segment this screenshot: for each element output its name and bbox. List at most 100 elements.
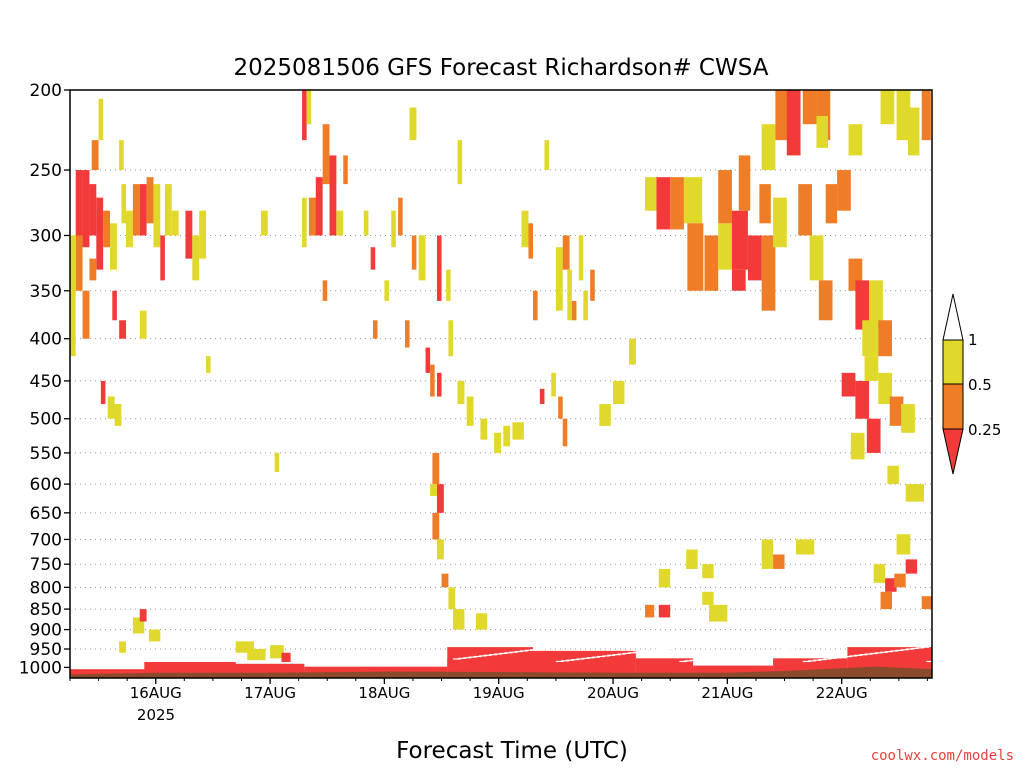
- ri-cell-red: [855, 380, 870, 419]
- ri-cell-yellow: [887, 465, 899, 485]
- ri-cell-yellow: [452, 609, 465, 630]
- colorbar-bottom-triangle: [942, 428, 964, 475]
- x-axis-year-label: 2025: [137, 706, 175, 724]
- ri-cell-yellow: [613, 380, 625, 405]
- ri-cell-yellow: [878, 372, 892, 405]
- credit-link[interactable]: coolwx.com/models: [871, 748, 1014, 764]
- plot-frame: [69, 89, 933, 679]
- ri-cell-yellow: [139, 310, 147, 339]
- chart-title: 2025081506 GFS Forecast Richardson# CWSA: [234, 55, 769, 81]
- ri-cell-yellow: [709, 604, 728, 622]
- ri-cell-red: [866, 418, 881, 453]
- ri-cell-red: [885, 578, 897, 592]
- ri-cell-red: [112, 290, 117, 321]
- ri-cell-yellow: [809, 235, 824, 281]
- ri-cell-yellow: [306, 90, 312, 125]
- ri-cell-orange: [773, 554, 785, 569]
- ri-cell-orange: [802, 90, 817, 125]
- ri-cell-yellow: [658, 568, 671, 588]
- ri-cell-red: [731, 210, 748, 270]
- ri-cell-orange: [645, 604, 655, 618]
- ri-cell-red: [747, 235, 762, 281]
- ri-cell-orange: [562, 235, 570, 270]
- ri-cell-orange: [798, 184, 812, 236]
- y-tick-label-800: 800: [30, 578, 62, 598]
- ri-cell-orange: [82, 290, 90, 339]
- ri-cell-yellow: [235, 641, 255, 653]
- ri-cell-yellow: [880, 90, 895, 125]
- ri-cell-red: [436, 235, 442, 301]
- ri-cell-red: [302, 90, 307, 141]
- ri-cell-red: [539, 388, 545, 405]
- surface-band: [70, 669, 156, 678]
- ri-cell-yellow: [816, 115, 828, 148]
- ri-cell-red: [96, 197, 104, 270]
- ri-cell-yellow: [199, 210, 207, 259]
- ri-cell-yellow: [70, 235, 76, 357]
- ri-cell-yellow: [391, 210, 396, 248]
- colorbar-tick-0.5: 0.5: [968, 376, 992, 394]
- ri-cell-yellow: [302, 197, 307, 248]
- ri-cell-yellow: [475, 613, 488, 630]
- ri-cell-yellow: [153, 184, 161, 248]
- ri-cell-orange: [759, 184, 771, 224]
- ri-cell-red: [100, 380, 106, 405]
- ri-cell-orange: [761, 235, 776, 311]
- ri-cell-yellow: [164, 184, 172, 236]
- ri-cell-orange: [343, 155, 348, 185]
- ri-cell-orange: [687, 223, 704, 291]
- ri-cell-red: [82, 170, 90, 248]
- ri-cell-orange: [308, 197, 319, 236]
- ri-cell-yellow: [107, 396, 115, 419]
- y-tick-label-850: 850: [30, 600, 62, 620]
- ri-cell-yellow: [683, 177, 703, 224]
- ri-cell-orange: [533, 290, 538, 321]
- ri-cell-yellow: [126, 210, 133, 248]
- ri-cell-yellow: [761, 539, 774, 569]
- colorbar-bin-orange: [942, 383, 964, 430]
- y-tick-label-900: 900: [30, 621, 62, 641]
- ri-cell-red: [329, 155, 337, 236]
- ri-cell-orange: [398, 197, 403, 236]
- ri-cell-orange: [837, 170, 851, 211]
- y-axis-ticks: 200 250 300 350 400 450 500 550 600 650 700 750 8008…: [19, 81, 70, 678]
- ri-cell-red: [370, 247, 376, 270]
- ri-cell-orange: [432, 512, 440, 540]
- ri-cell-orange: [878, 320, 892, 357]
- ri-cell-yellow: [521, 210, 529, 248]
- ri-cell-yellow: [494, 432, 501, 453]
- ri-cell-orange: [322, 124, 330, 185]
- ri-cell-yellow: [896, 90, 911, 141]
- ri-cell-orange: [825, 184, 838, 224]
- ri-cell-orange: [441, 573, 449, 588]
- ri-cell-yellow: [718, 223, 735, 270]
- ri-cell-yellow: [247, 648, 266, 661]
- ri-cell-yellow: [645, 177, 657, 211]
- ri-cell-yellow: [503, 425, 511, 447]
- ri-cell-orange: [590, 269, 595, 301]
- ri-cell-orange: [89, 258, 97, 281]
- x-tick-label-21AUG: 21AUG: [701, 684, 753, 702]
- ri-cell-yellow: [384, 280, 389, 301]
- y-tick-label-450: 450: [30, 372, 62, 392]
- ri-cell-yellow: [114, 404, 122, 426]
- ri-cell-red: [436, 372, 442, 397]
- ri-cell-yellow: [448, 587, 456, 610]
- ri-cell-yellow: [901, 404, 915, 433]
- x-axis-ticks: 16AUG 17AUG 18AUG 19AUG 20AUG 21AUG 22AUG: [69, 678, 928, 702]
- ri-cell-yellow: [436, 539, 444, 560]
- ri-cell-yellow: [363, 210, 369, 236]
- ri-cell-yellow: [448, 320, 453, 357]
- ri-cell-yellow: [336, 210, 344, 236]
- ri-cell-yellow: [418, 235, 426, 281]
- ri-cell-orange: [738, 155, 751, 211]
- ri-cell-red: [185, 210, 193, 259]
- ri-cell-yellow: [907, 107, 920, 156]
- ri-cell-yellow: [905, 484, 924, 502]
- y-tick-label-400: 400: [30, 330, 62, 350]
- x-tick-label-17AUG: 17AUG: [244, 684, 296, 702]
- y-tick-label-750: 750: [30, 555, 62, 575]
- ri-cell-yellow: [274, 452, 280, 472]
- ri-cell-yellow: [98, 98, 104, 141]
